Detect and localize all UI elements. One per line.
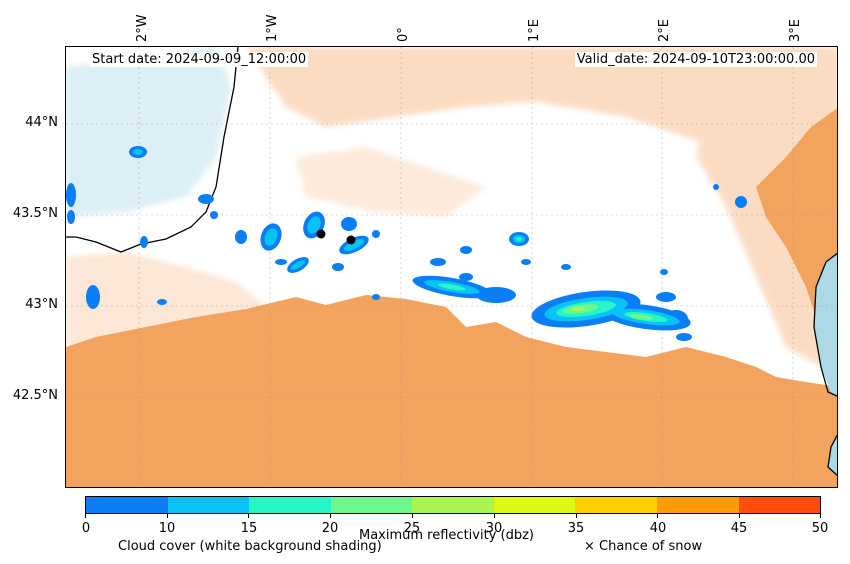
colorbar-tick-label: 10 xyxy=(158,521,176,536)
colorbar-title: Maximum reflectivity (dbz) xyxy=(359,528,534,543)
tick-mark xyxy=(248,514,249,518)
tick-mark xyxy=(494,514,495,518)
colorbar-tick-label: 35 xyxy=(567,521,585,536)
tick-mark xyxy=(412,514,413,518)
colorbar-tick-label: 20 xyxy=(321,521,339,536)
sea xyxy=(814,253,837,476)
lat-label-44n: 44°N xyxy=(25,115,58,130)
tick-mark xyxy=(576,514,577,518)
cloud-cover-blue xyxy=(66,47,231,217)
colorbar-tick-label: 15 xyxy=(240,521,258,536)
tick-mark xyxy=(167,514,168,518)
colorbar-segment-20-25 xyxy=(330,497,413,513)
coastline xyxy=(66,47,837,477)
colorbar-segment-35-40 xyxy=(575,497,657,513)
map-area: Start date: 2024-09-09_12:00:00 Valid_da… xyxy=(65,46,838,488)
colorbar-segment-40-45 xyxy=(656,497,739,513)
colorbar-segment-30-35 xyxy=(493,497,576,513)
lon-label-1e: 1°E xyxy=(527,19,542,42)
lon-label-1w: 1°W xyxy=(265,14,280,42)
colorbar-segment-0-10 xyxy=(86,497,168,513)
lon-label-0: 0° xyxy=(396,27,411,42)
colorbar-tick-label: 25 xyxy=(403,521,421,536)
lon-label-2w: 2°W xyxy=(135,14,150,42)
colorbar-segment-25-30 xyxy=(412,497,494,513)
lon-label-3e: 3°E xyxy=(788,19,803,42)
reflectivity-colorbar xyxy=(85,496,821,514)
colorbar-segment-15-20 xyxy=(249,497,331,513)
tick-mark xyxy=(739,514,740,518)
colorbar-tick-label: 45 xyxy=(730,521,748,536)
colorbar-tick-label: 40 xyxy=(649,521,667,536)
colorbar-tick-label: 0 xyxy=(81,521,91,536)
reflectivity-cells xyxy=(66,146,747,341)
tick-mark xyxy=(85,514,86,518)
lat-label-42-5n: 42.5°N xyxy=(12,388,58,403)
valid-date-label: Valid_date: 2024-09-10T23:00:00.00 xyxy=(574,52,817,67)
colorbar-tick-label: 30 xyxy=(485,521,503,536)
colorbar-segment-10-15 xyxy=(167,497,250,513)
colorbar-segment-45-50 xyxy=(738,497,821,513)
tick-mark xyxy=(330,514,331,518)
snow-note: × Chance of snow xyxy=(584,539,703,554)
lon-label-2e: 2°E xyxy=(657,19,672,42)
tick-mark xyxy=(820,514,821,518)
colorbar-tick-label: 50 xyxy=(811,521,829,536)
station-markers xyxy=(316,229,356,245)
tick-mark xyxy=(657,514,658,518)
lat-label-43n: 43°N xyxy=(25,297,58,312)
gridlines xyxy=(66,47,837,487)
start-date-label: Start date: 2024-09-09_12:00:00 xyxy=(90,52,309,67)
cloud-cover-note: Cloud cover (white background shading) xyxy=(118,539,382,554)
map-svg xyxy=(66,47,837,487)
lat-label-43-5n: 43.5°N xyxy=(12,206,58,221)
